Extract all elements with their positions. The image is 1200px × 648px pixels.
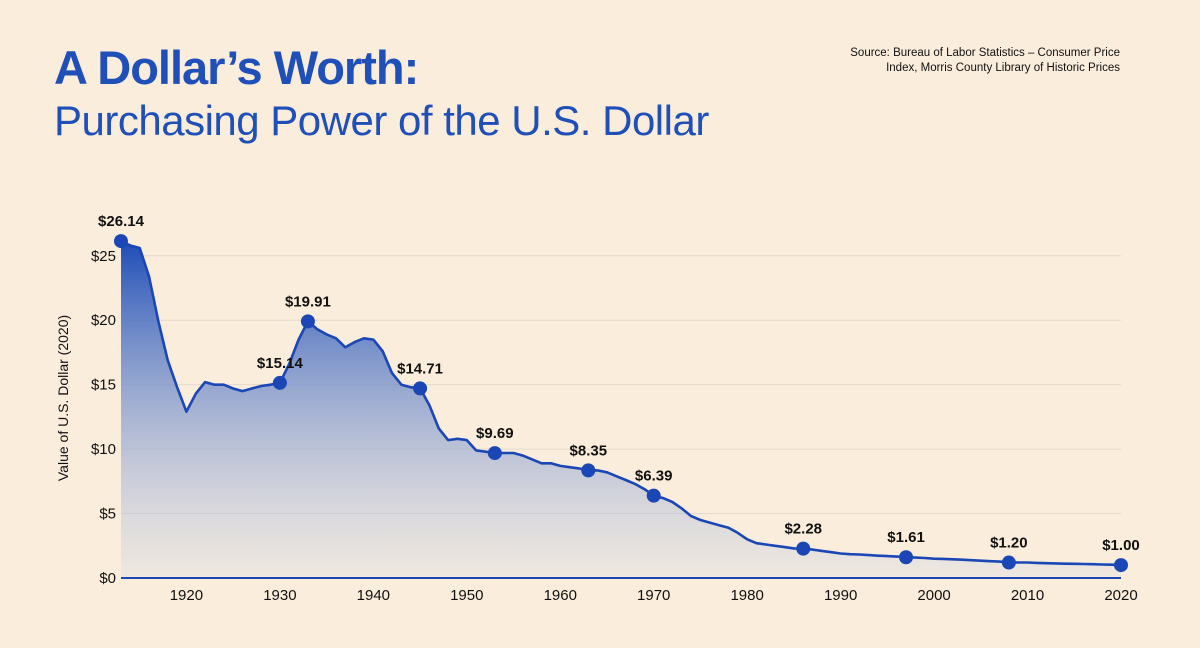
x-tick-label: 1930 — [263, 587, 296, 604]
source-note: Source: Bureau of Labor Statistics – Con… — [850, 47, 1120, 74]
data-labels: $26.14 $15.14 $19.91 $14.71 $9.69 $8.35 $6.39 $… — [98, 213, 1140, 554]
data-point-marker — [646, 488, 661, 503]
data-label: $1.00 — [1102, 537, 1140, 554]
y-tick-label: $10 — [91, 441, 116, 458]
chart-title-line-2: Purchasing Power of the U.S. Dollar — [54, 97, 709, 144]
data-label: $26.14 — [98, 213, 145, 230]
y-tick-label: $0 — [99, 570, 116, 587]
x-tick-label: 1990 — [824, 587, 857, 604]
x-tick-label: 1920 — [170, 587, 203, 604]
y-tick-label: $5 — [99, 506, 116, 523]
x-tick-label: 2020 — [1104, 587, 1137, 604]
data-markers — [114, 234, 1128, 573]
y-tick-label: $20 — [91, 312, 116, 329]
data-point-marker — [899, 550, 914, 565]
y-tick-label: $25 — [91, 248, 116, 265]
x-tick-label: 1940 — [357, 587, 390, 604]
data-label: $2.28 — [784, 521, 822, 538]
data-point-marker — [413, 381, 428, 396]
x-tick-label: 1950 — [450, 587, 483, 604]
data-point-marker — [114, 234, 128, 249]
area-fill — [121, 241, 1121, 578]
data-point-marker — [487, 446, 502, 461]
data-label: $15.14 — [257, 355, 304, 372]
x-axis-ticks: 1920 1930 1940 1950 1960 1970 1980 1990 2000 2010… — [170, 587, 1138, 604]
x-tick-label: 2000 — [917, 587, 950, 604]
x-tick-label: 1980 — [730, 587, 763, 604]
data-label: $1.61 — [887, 529, 925, 546]
series-line — [120, 239, 1122, 567]
data-label: $14.71 — [397, 360, 443, 377]
data-label: $1.20 — [990, 535, 1028, 552]
data-point-marker — [272, 375, 287, 390]
data-point-marker — [1114, 558, 1128, 573]
x-tick-label: 1960 — [544, 587, 577, 604]
data-label: $19.91 — [285, 293, 331, 310]
data-point-marker — [1001, 555, 1016, 570]
chart-title-line-1: A Dollar’s Worth: — [54, 41, 419, 94]
data-label: $9.69 — [476, 425, 514, 442]
data-label: $8.35 — [570, 442, 608, 459]
x-tick-label: 2010 — [1011, 587, 1044, 604]
data-point-marker — [796, 541, 811, 556]
y-axis-ticks: $0 $5 $10 $15 $20 $25 — [91, 248, 116, 587]
data-point-marker — [581, 463, 596, 478]
y-tick-label: $15 — [91, 377, 116, 394]
data-label: $6.39 — [635, 468, 673, 485]
y-axis-label: Value of U.S. Dollar (2020) — [55, 315, 71, 481]
x-tick-label: 1970 — [637, 587, 670, 604]
data-point-marker — [300, 314, 315, 329]
